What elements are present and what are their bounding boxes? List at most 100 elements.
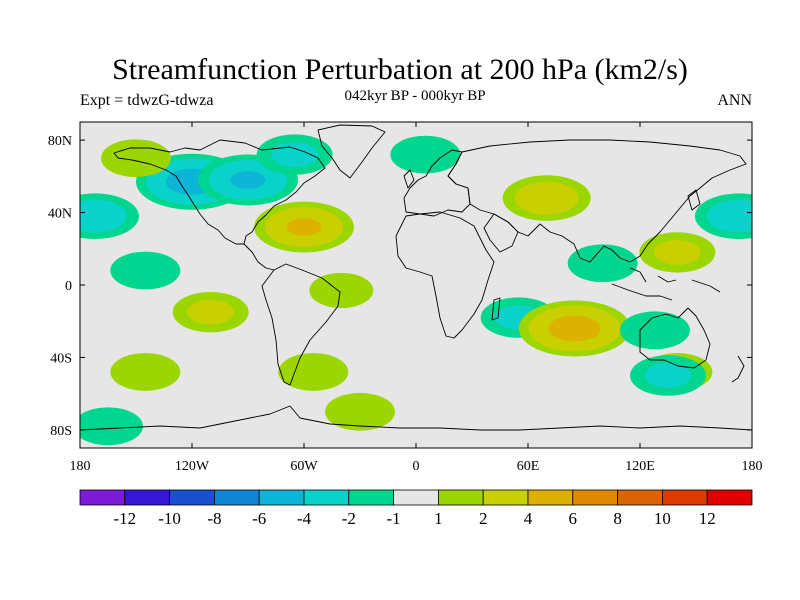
contour-anomaly-23 <box>80 407 143 446</box>
japan-coastline <box>687 189 701 211</box>
lon-tick-label: 0 <box>413 459 420 474</box>
antarctica-coastline <box>80 405 752 431</box>
contour-anomaly-10 <box>502 175 591 221</box>
contour-anomaly-6 <box>110 251 181 290</box>
contour-anomaly-9 <box>390 135 461 174</box>
colorbar-swatch <box>258 489 305 506</box>
contour-band <box>278 353 349 391</box>
colorbar-swatch <box>79 489 126 506</box>
colorbar-swatch <box>393 489 439 506</box>
colorbar-swatch <box>706 489 753 506</box>
contour-band <box>653 240 701 265</box>
contour-anomaly-11 <box>639 232 716 273</box>
colorbar-swatch <box>348 489 394 506</box>
contour-band <box>271 142 319 168</box>
colorbar-swatch <box>169 489 215 506</box>
uk-coastline <box>403 169 415 189</box>
colorbar-label: 6 <box>569 509 578 528</box>
colorbar-label: 8 <box>613 509 622 528</box>
arabia-coastline <box>483 213 519 253</box>
colorbar-swatch <box>213 489 260 506</box>
period-label: 042kyr BP - 000kyr BP <box>344 88 486 104</box>
contour-band <box>80 199 127 233</box>
lon-tick-label: 60W <box>290 459 318 474</box>
contour-anomaly-3 <box>256 134 333 175</box>
contour-band <box>390 135 461 174</box>
colorbar-label: -10 <box>158 509 181 528</box>
contour-anomaly-14 <box>309 272 374 309</box>
lat-tick-label: 40S <box>50 351 72 366</box>
contour-anomaly-13 <box>172 291 249 333</box>
contour-band <box>230 171 266 189</box>
contour-anomaly-22 <box>325 392 395 431</box>
africa-coastline <box>395 211 495 339</box>
longitude-axis: 180 120W 60W 0 60E 120E 180 <box>70 122 763 474</box>
contour-band <box>644 363 692 388</box>
lon-tick-label: 180 <box>70 459 91 474</box>
lon-tick-label: 120W <box>175 459 210 474</box>
contour-band <box>309 272 374 309</box>
colorbar-label: -6 <box>252 509 266 528</box>
south-america-coastline <box>261 263 341 386</box>
colorbar-label: -1 <box>387 509 401 528</box>
colorbar-swatch <box>437 489 484 506</box>
lat-tick-label: 80N <box>48 134 72 149</box>
contour-band <box>80 407 143 446</box>
north-america-coastline <box>113 139 326 245</box>
colorbar-swatch <box>617 489 663 506</box>
colorbar-swatch <box>303 489 350 506</box>
contour-anomaly-21 <box>110 353 181 391</box>
latitude-axis: 80N 40N 0 40S 80S <box>48 134 752 439</box>
lon-tick-label: 60E <box>517 459 540 474</box>
colorbar-label: 2 <box>479 509 488 528</box>
colorbar-label: -8 <box>207 509 221 528</box>
contour-anomaly-18 <box>619 311 690 350</box>
lon-tick-label: 180 <box>742 459 763 474</box>
lat-tick-label: 0 <box>65 279 72 294</box>
lat-tick-label: 40N <box>48 207 72 222</box>
contour-anomaly-5 <box>694 193 752 239</box>
colorbar-swatch <box>124 489 171 506</box>
contour-anomaly-12 <box>567 244 638 283</box>
contour-band <box>325 392 395 431</box>
contour-anomaly-7 <box>254 201 354 253</box>
lat-tick-label: 80S <box>50 424 72 439</box>
indonesia-coastline <box>611 267 721 301</box>
colorbar-swatch <box>482 489 529 506</box>
experiment-label: Expt = tdwzG-tdwza <box>80 92 214 109</box>
contour-anomaly-8 <box>101 139 171 178</box>
contour-band <box>619 311 690 350</box>
contour-band <box>548 315 601 342</box>
contour-anomaly-17 <box>518 300 631 357</box>
contour-band <box>187 299 235 325</box>
coastlines <box>80 124 752 431</box>
chart-title: Streamfunction Perturbation at 200 hPa (… <box>112 53 688 86</box>
contour-band <box>101 139 171 178</box>
new-zealand-coastline <box>731 355 745 383</box>
colorbar-label: 12 <box>699 509 716 528</box>
colorbar-label: 10 <box>654 509 671 528</box>
contour-band <box>567 244 638 283</box>
contour-anomaly-15 <box>278 353 349 391</box>
colorbar-label: -4 <box>297 509 312 528</box>
contour-band <box>707 199 752 233</box>
contour-anomaly-20 <box>630 355 706 396</box>
australia-coastline <box>639 307 711 369</box>
greenland-coastline <box>317 124 386 179</box>
central-america-coastline <box>243 243 275 271</box>
colorbar: -12 -10 -8 -6 -4 -2 -1 1 2 4 6 8 10 12 <box>79 489 753 528</box>
contour-fill <box>80 134 752 446</box>
asia-coastline <box>447 139 747 263</box>
contour-band <box>110 251 181 290</box>
colorbar-label: -2 <box>342 509 356 528</box>
lon-tick-label: 120E <box>625 459 655 474</box>
contour-band <box>514 181 579 215</box>
colorbar-swatch <box>527 489 574 506</box>
colorbar-label: 1 <box>434 509 443 528</box>
contour-band <box>286 218 322 236</box>
season-label: ANN <box>717 92 752 109</box>
map-panel: 80N 40N 0 40S 80S 180 120W 60W 0 60E 120E 180 <box>48 121 763 474</box>
contour-band <box>110 353 181 391</box>
madagascar-coastline <box>491 297 501 321</box>
